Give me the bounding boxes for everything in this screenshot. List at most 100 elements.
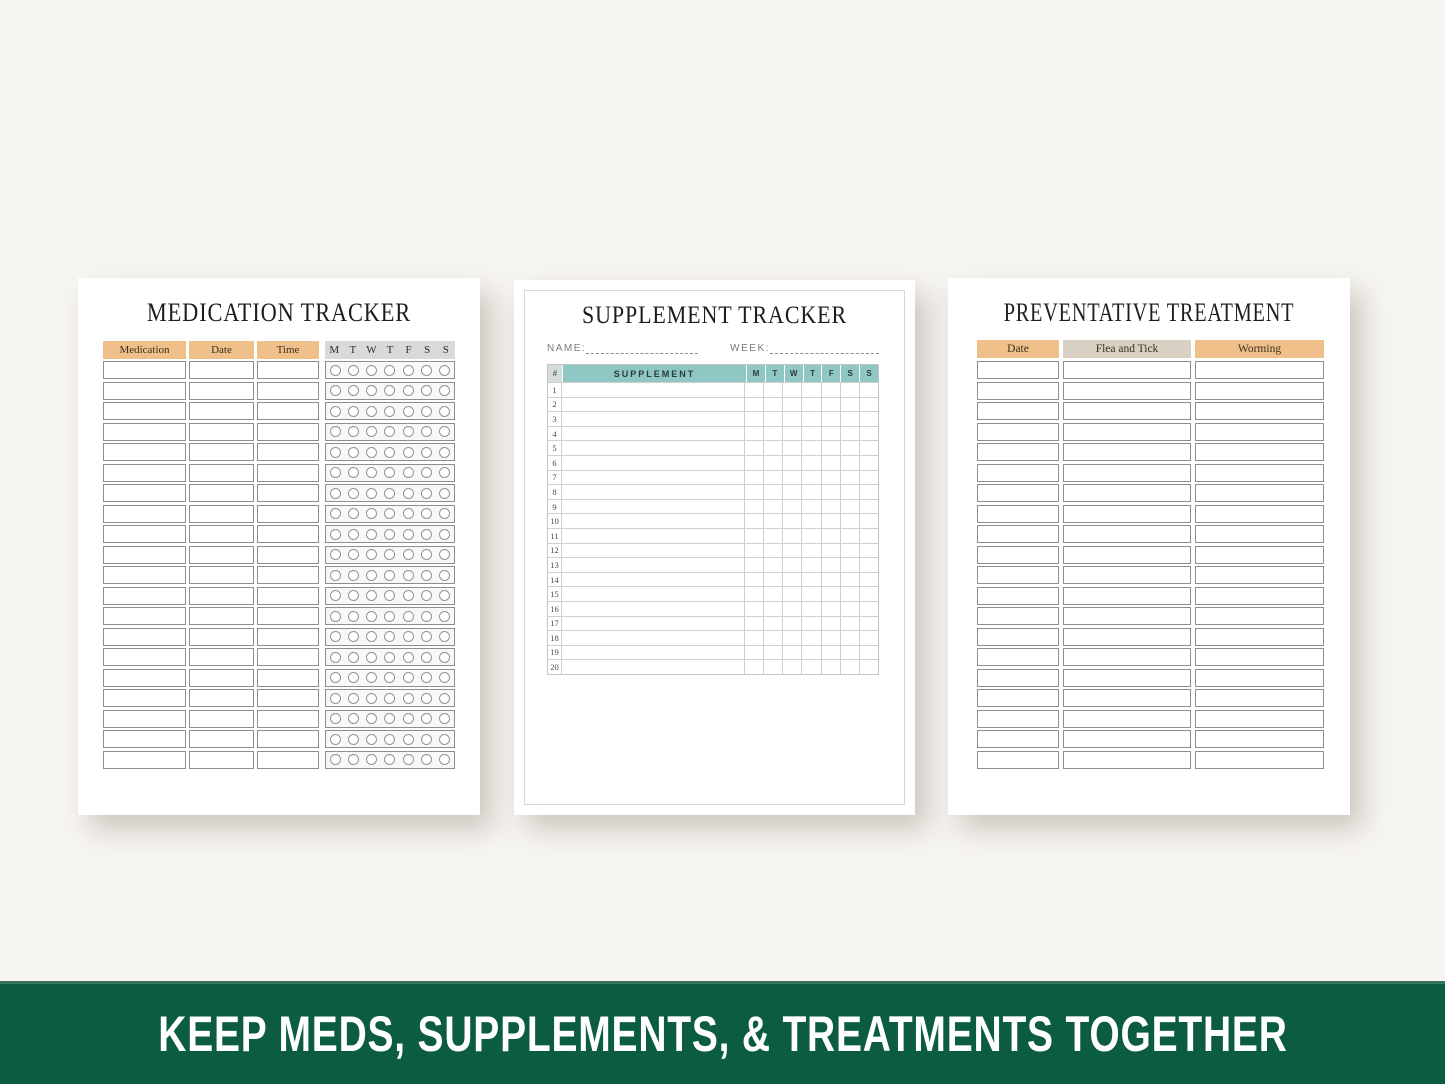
day-checkbox-circle — [421, 385, 433, 396]
empty-entry-cell — [1063, 648, 1191, 666]
day-entry-cell — [764, 383, 784, 397]
day-entry-cell — [841, 631, 860, 645]
empty-entry-cell — [257, 525, 319, 543]
day-circles-box — [325, 607, 455, 625]
preventative-page-title: PREVENTATIVE TREATMENT — [1003, 298, 1295, 327]
row-number: 17 — [548, 616, 562, 631]
day-entry-cell — [745, 426, 765, 441]
row-number: 4 — [548, 426, 562, 441]
empty-entry-cell — [103, 607, 186, 625]
day-entry-cell — [745, 631, 765, 645]
day-entry-cell — [802, 616, 822, 631]
row-number: 12 — [548, 543, 562, 558]
medication-page-title: MEDICATION TRACKER — [146, 298, 412, 327]
day-entry-cell — [802, 455, 822, 470]
supplement-entry-cell — [562, 558, 745, 572]
day-entry-cell — [802, 412, 822, 426]
day-circles-box — [325, 545, 455, 564]
day-entry-cell — [764, 412, 784, 426]
day-entry-cell — [860, 544, 878, 558]
supplement-row: 10 — [548, 513, 878, 528]
empty-entry-cell — [257, 463, 319, 482]
empty-entry-cell — [257, 586, 319, 605]
empty-entry-cell — [103, 443, 186, 461]
day-entry-cell — [802, 631, 822, 645]
day-checkbox-circle — [421, 651, 433, 663]
day-checkbox-circle — [347, 713, 359, 724]
treatment-row — [977, 586, 1324, 605]
day-checkbox-circle — [439, 508, 451, 519]
day-checkbox-circle — [402, 631, 414, 642]
day-entry-cell — [841, 572, 860, 587]
medication-row — [103, 750, 455, 769]
day-entry-cell — [841, 441, 860, 455]
day-entry-cell — [783, 645, 803, 660]
day-entry-cell — [841, 645, 860, 660]
day-checkbox-circle — [384, 651, 396, 663]
empty-entry-cell — [1195, 422, 1324, 441]
day-checkbox-circle — [366, 733, 378, 745]
empty-entry-cell — [1195, 648, 1324, 666]
day-entry-cell — [860, 602, 878, 616]
day-entry-cell — [783, 543, 803, 558]
day-entry-cell — [783, 660, 803, 674]
day-entry-cell — [764, 426, 784, 441]
day-entry-cell — [764, 601, 784, 616]
empty-entry-cell — [189, 689, 254, 707]
supplement-entry-cell — [562, 412, 745, 426]
row-number: 6 — [548, 455, 562, 470]
treatment-row — [977, 361, 1324, 379]
row-number: 16 — [548, 601, 562, 616]
supplement-entry-cell — [562, 499, 745, 514]
day-checkbox-circle — [384, 590, 396, 601]
day-entry-cell — [802, 645, 822, 660]
day-checkbox-circle — [421, 692, 433, 704]
day-checkbox-circle — [439, 692, 451, 704]
day-entry-cell — [783, 601, 803, 616]
day-entry-cell — [822, 601, 841, 616]
supplement-rows: 1 2 3 4 5 6 7 8 9 10 11 12 13 14 15 16 17 18 19 20 — [548, 382, 878, 674]
day-checkbox-circle — [421, 631, 433, 642]
day-checkbox-circle — [402, 385, 414, 396]
day-checkbox-circle — [329, 467, 341, 478]
supplement-entry-cell — [562, 572, 745, 587]
day-checkbox-circle — [347, 672, 359, 683]
day-entry-cell — [764, 616, 784, 631]
treatment-row — [977, 627, 1324, 646]
week-fill-line — [769, 342, 879, 354]
day-checkbox-circle — [329, 610, 341, 622]
day-checkbox-circle — [384, 467, 396, 478]
empty-entry-cell — [103, 586, 186, 605]
column-header-date: Date — [977, 340, 1059, 358]
day-checkbox-circle — [439, 631, 451, 642]
empty-entry-cell — [189, 750, 254, 769]
empty-entry-cell — [977, 750, 1059, 769]
day-checkbox-circle — [366, 631, 378, 642]
day-entry-cell — [841, 470, 860, 485]
empty-entry-cell — [257, 422, 319, 441]
day-checkbox-circle — [439, 405, 451, 417]
empty-entry-cell — [257, 545, 319, 564]
empty-entry-cell — [977, 381, 1059, 400]
day-entry-cell — [822, 558, 841, 572]
day-entry-cell — [764, 455, 784, 470]
day-checkbox-circle — [402, 733, 414, 745]
day-entry-cell — [860, 398, 878, 412]
marketing-banner: KEEP MEDS, SUPPLEMENTS, & TREATMENTS TOG… — [0, 981, 1445, 1084]
day-entry-cell — [822, 412, 841, 426]
medication-row — [103, 443, 455, 461]
day-entry-cell — [822, 572, 841, 587]
empty-entry-cell — [1063, 586, 1191, 605]
day-checkbox-circle — [384, 672, 396, 683]
day-entry-cell — [802, 587, 822, 601]
treatment-row — [977, 545, 1324, 564]
day-entry-cell — [764, 514, 784, 528]
day-checkbox-circle — [366, 487, 378, 499]
medication-row — [103, 463, 455, 482]
day-checkbox-circle — [329, 364, 341, 376]
empty-entry-cell — [189, 525, 254, 543]
empty-entry-cell — [1195, 463, 1324, 482]
day-checkbox-circle — [366, 364, 378, 376]
empty-entry-cell — [1063, 402, 1191, 420]
day-checkbox-circle — [366, 528, 378, 540]
